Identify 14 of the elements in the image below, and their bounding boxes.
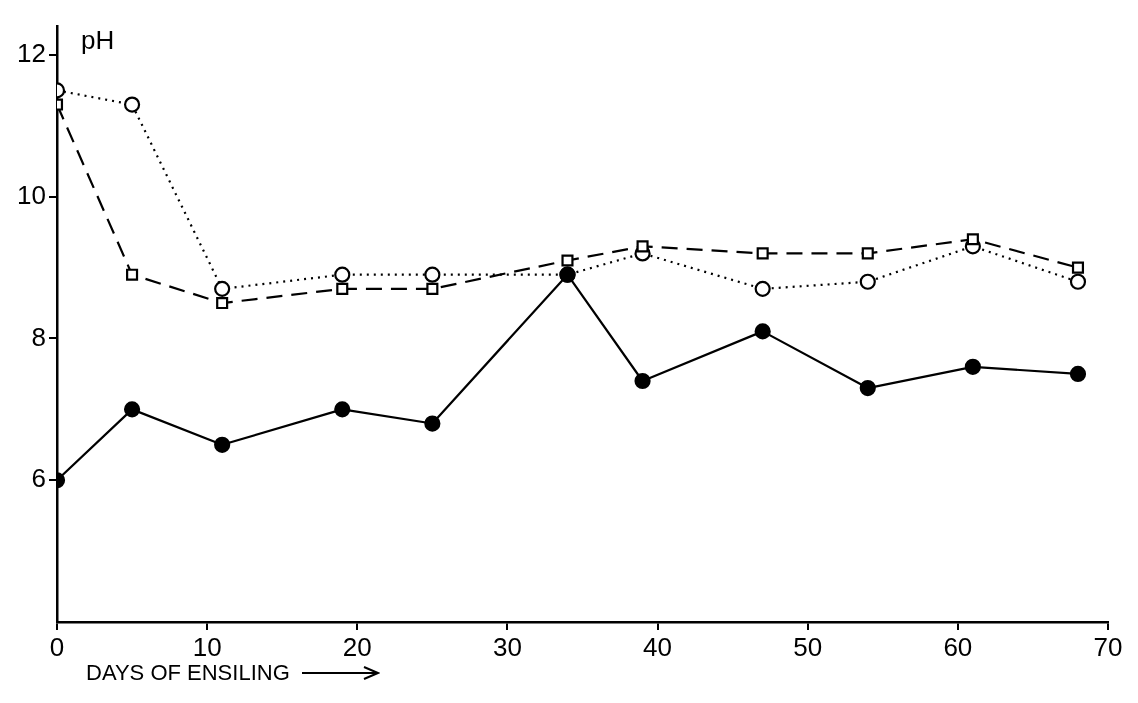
x-tick-label: 10 [192, 631, 222, 662]
x-tick-label: 70 [1093, 631, 1123, 662]
x-axis-title: DAYS OF ENSILING [86, 660, 290, 686]
y-tick-label: 8 [31, 321, 46, 352]
x-tick-label: 40 [643, 631, 673, 662]
y-tick-label: 6 [31, 463, 46, 494]
x-tick-label: 30 [492, 631, 522, 662]
x-tick-label: 50 [793, 631, 823, 662]
y-tick-label: 12 [17, 38, 46, 69]
x-tick-label: 20 [342, 631, 372, 662]
x-tick-label: 60 [943, 631, 973, 662]
y-tick-label: 10 [17, 179, 46, 210]
x-tick-label: 0 [49, 631, 65, 662]
y-axis-title: pH [81, 24, 115, 55]
